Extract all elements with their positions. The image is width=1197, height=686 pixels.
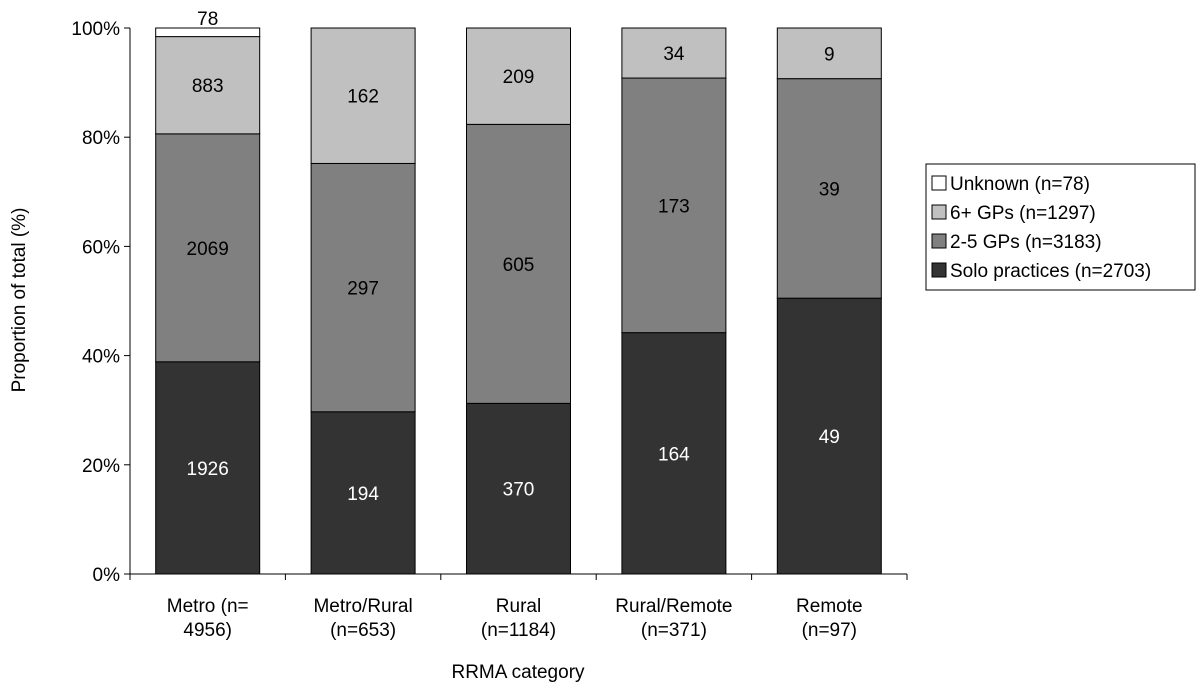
data-label: 194: [347, 484, 379, 505]
data-label: 605: [503, 255, 535, 276]
x-tick-label: Rural: [496, 596, 541, 617]
y-tick-label: 20%: [82, 456, 120, 477]
legend-swatch: [931, 262, 947, 278]
y-tick-label: 40%: [82, 347, 120, 368]
bar-segment: [621, 27, 727, 79]
bar-segment: [776, 27, 882, 80]
data-label: 34: [663, 44, 685, 65]
bar-segment: [776, 297, 882, 575]
data-label: 173: [658, 196, 690, 217]
x-tick-label: Metro/Rural: [313, 596, 412, 617]
bar-segment: [155, 361, 261, 575]
legend-swatch: [931, 204, 947, 220]
legend-label: Solo practices (n=2703): [950, 261, 1151, 282]
bar-segment: [466, 27, 571, 125]
x-axis: Metro (n= 4956) Metro/Rural (n=653) Rural (n=…: [129, 573, 908, 641]
y-axis-title: Proportion of total (%): [9, 208, 30, 393]
legend-label: 6+ GPs (n=1297): [950, 203, 1096, 224]
data-label: 164: [658, 444, 690, 465]
legend-box: [925, 163, 1196, 291]
data-label: 162: [347, 87, 379, 108]
legend-label: Unknown (n=78): [950, 174, 1090, 195]
x-tick-label: Metro (n=: [167, 596, 249, 617]
data-label: 883: [192, 76, 224, 97]
x-tick-label: Rural/Remote: [615, 596, 732, 617]
bar-segment: [155, 133, 261, 363]
data-label: 78: [197, 9, 218, 30]
data-label: 2069: [187, 239, 229, 260]
data-label: 49: [819, 427, 840, 448]
x-tick-label: (n=371): [641, 620, 707, 641]
legend: Unknown (n=78) 6+ GPs (n=1297) 2-5 GPs (n=…: [925, 163, 1196, 291]
y-tick-label: 100%: [71, 19, 120, 40]
bar-segment: [466, 402, 571, 575]
x-tick-label: (n=653): [330, 620, 396, 641]
bar-segment: [310, 411, 416, 575]
bar-segment: [466, 123, 571, 404]
x-tick-label: (n=97): [802, 620, 857, 641]
data-label: 9: [824, 44, 835, 65]
bars-group: 1926 2069 883 78 194 297 162 370 605 209 164 173 34 4…: [155, 9, 882, 575]
legend-label: 2-5 GPs (n=3183): [950, 232, 1102, 253]
x-tick-label: (n=1184): [481, 620, 556, 641]
y-tick-label: 60%: [82, 237, 120, 258]
x-axis-title: RRMA category: [451, 662, 585, 683]
y-axis: 0% 20% 40% 60% 80% 100%: [71, 19, 131, 586]
x-tick-label: Remote: [796, 596, 863, 617]
data-label: 370: [503, 480, 535, 501]
data-label: 39: [819, 179, 840, 200]
y-tick-label: 80%: [82, 128, 120, 149]
legend-swatch: [931, 175, 947, 191]
bar-segment: [155, 27, 261, 38]
data-label: 1926: [187, 459, 229, 480]
legend-swatch: [931, 233, 947, 249]
bar-segment: [776, 78, 882, 299]
data-label: 297: [347, 279, 379, 300]
bar-segment: [621, 77, 727, 334]
x-tick-label: 4956): [183, 620, 232, 641]
bar-segment: [310, 27, 416, 164]
y-tick-label: 0%: [93, 565, 121, 586]
data-label: 209: [503, 67, 535, 88]
